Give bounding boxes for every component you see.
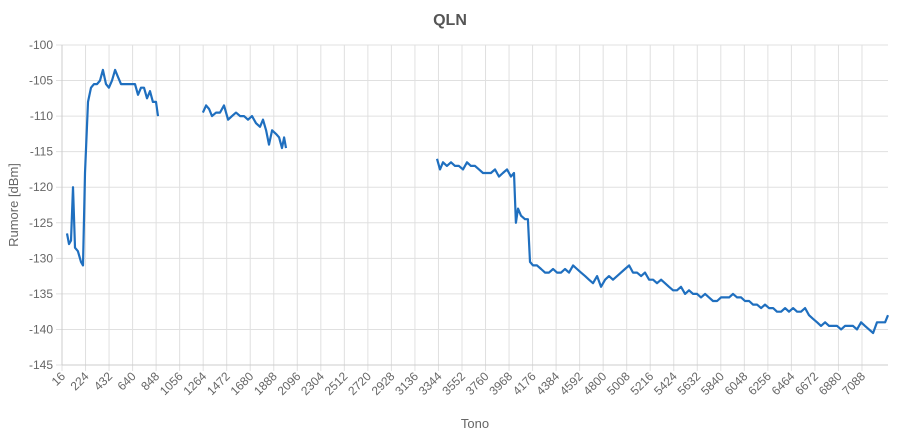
x-tick-label: 6880 — [816, 369, 845, 398]
x-tick-label: 1056 — [157, 369, 186, 398]
y-tick-label: -145 — [29, 358, 53, 372]
chart-title: QLN — [433, 12, 467, 29]
x-tick-label: 5008 — [604, 369, 633, 398]
y-tick-label: -140 — [29, 322, 53, 336]
y-tick-label: -125 — [29, 216, 53, 230]
x-axis-label: Tono — [461, 416, 489, 431]
x-tick-label: 5632 — [675, 369, 704, 398]
x-tick-label: 6672 — [792, 369, 821, 398]
x-tick-label: 4592 — [557, 369, 586, 398]
y-tick-label: -135 — [29, 287, 53, 301]
x-tick-label: 4384 — [533, 369, 562, 398]
x-tick-label: 6256 — [745, 369, 774, 398]
x-tick-label: 5216 — [628, 369, 657, 398]
y-tick-label: -115 — [30, 145, 53, 159]
x-tick-label: 6464 — [769, 369, 798, 398]
x-tick-label: 6048 — [722, 369, 751, 398]
x-tick-label: 2720 — [345, 369, 374, 398]
x-tick-label: 4176 — [510, 369, 539, 398]
y-tick-label: -130 — [29, 251, 53, 265]
x-tick-label: 3344 — [416, 369, 445, 398]
x-tick-label: 4800 — [581, 369, 610, 398]
x-tick-label: 1888 — [251, 369, 280, 398]
x-tick-label: 5424 — [651, 369, 680, 398]
x-tick-label: 640 — [115, 369, 139, 393]
x-tick-label: 3552 — [439, 369, 468, 398]
x-tick-label: 3136 — [392, 369, 421, 398]
x-tick-label: 1680 — [228, 369, 257, 398]
x-tick-label: 2512 — [322, 369, 351, 398]
x-tick-label: 2096 — [275, 369, 304, 398]
y-tick-label: -105 — [29, 74, 53, 88]
x-tick-label: 1264 — [181, 369, 210, 398]
x-tick-label: 5840 — [698, 369, 727, 398]
x-tick-label: 7088 — [839, 369, 868, 398]
x-tick-label: 3968 — [486, 369, 515, 398]
y-tick-label: -120 — [29, 180, 53, 194]
x-tick-label: 224 — [68, 369, 92, 393]
y-tick-label: -110 — [30, 109, 53, 123]
x-tick-label: 2928 — [369, 369, 398, 398]
x-tick-label: 432 — [91, 369, 115, 393]
y-tick-label: -100 — [29, 38, 53, 52]
x-tick-label: 1472 — [204, 369, 233, 398]
data-line — [65, 68, 890, 335]
x-tick-label: 3760 — [463, 369, 492, 398]
y-axis-label: Rumore [dBm] — [6, 163, 21, 247]
x-tick-label: 2304 — [298, 369, 327, 398]
